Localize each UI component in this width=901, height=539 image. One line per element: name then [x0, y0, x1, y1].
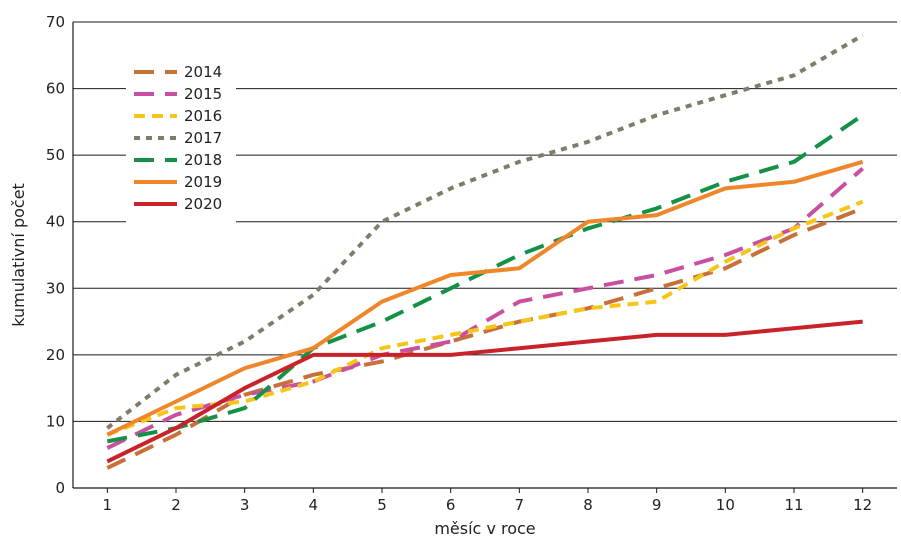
legend-label-2020: 2020 [184, 195, 222, 213]
series-line-2020 [106, 319, 863, 464]
series-lines [106, 33, 865, 470]
series-line-2015 [106, 166, 865, 450]
y-tick-label: 50 [46, 146, 65, 164]
y-axis-title: kumulativní počet [9, 183, 28, 327]
y-tick-label: 20 [46, 346, 65, 364]
x-tick-label: 6 [446, 496, 456, 514]
y-tick-label: 0 [55, 479, 65, 497]
y-tick-label: 40 [46, 213, 65, 231]
x-tick-label: 10 [716, 496, 735, 514]
x-tick-label: 4 [309, 496, 319, 514]
legend-label-2015: 2015 [184, 85, 222, 103]
x-tick-label: 8 [583, 496, 593, 514]
x-axis-title: měsíc v roce [434, 519, 535, 538]
legend: 2014 2015 2016 2017 2018 2019 2020 [126, 58, 236, 234]
x-tick-label: 3 [240, 496, 250, 514]
series-line-2017 [106, 33, 864, 430]
x-tick-label: 9 [652, 496, 662, 514]
legend-label-2018: 2018 [184, 151, 222, 169]
x-tick-label: 2 [171, 496, 181, 514]
y-tick-label: 10 [46, 412, 65, 430]
x-tick-label: 5 [377, 496, 387, 514]
legend-label-2016: 2016 [184, 107, 222, 125]
legend-label-2014: 2014 [184, 63, 222, 81]
series-line-2014 [106, 206, 864, 470]
legend-label-2019: 2019 [184, 173, 222, 191]
x-tick-label: 11 [784, 496, 803, 514]
x-tick-label: 7 [515, 496, 525, 514]
x-tick-label: 1 [103, 496, 113, 514]
y-tick-label: 60 [46, 80, 65, 98]
series-line-2019 [106, 159, 864, 437]
y-tick-label: 70 [46, 13, 65, 31]
series-line-2016 [106, 199, 864, 437]
y-tick-label: 30 [46, 279, 65, 297]
legend-label-2017: 2017 [184, 129, 222, 147]
x-tick-label: 12 [853, 496, 872, 514]
